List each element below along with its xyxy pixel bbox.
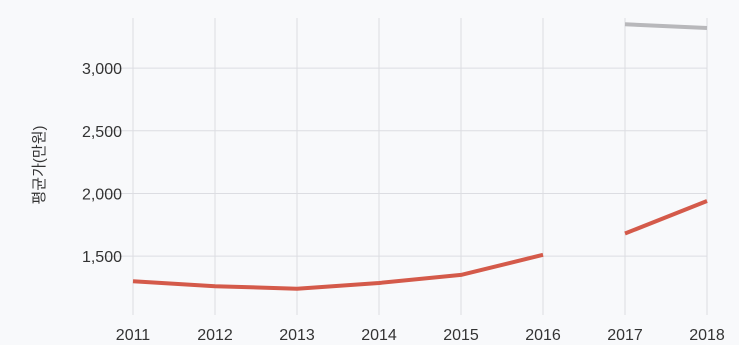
x-tick-label: 2011 <box>116 327 151 344</box>
series-1-line <box>624 199 708 236</box>
grid <box>100 18 708 315</box>
series-2-line <box>624 22 708 30</box>
y-tick-label: 3,000 <box>82 61 122 78</box>
y-tick-label: 2,500 <box>82 124 122 141</box>
series-1-line <box>132 252 544 291</box>
y-axis-ticks: 1,500 2,000 2,500 3,000 <box>82 61 122 266</box>
x-tick-label: 2017 <box>607 327 643 344</box>
x-tick-label: 2014 <box>361 327 397 344</box>
y-tick-label: 1,500 <box>82 249 122 266</box>
x-tick-label: 2012 <box>197 327 233 344</box>
x-tick-label: 2015 <box>443 327 479 344</box>
x-tick-label: 2013 <box>279 327 315 344</box>
series-lines <box>132 22 708 291</box>
x-axis-ticks: 2011 2012 2013 2014 2015 2016 2017 2018 <box>116 327 725 344</box>
y-axis-label: 평균가(만원) <box>31 126 48 205</box>
x-tick-label: 2016 <box>525 327 561 344</box>
y-tick-label: 2,000 <box>82 186 122 203</box>
x-tick-label: 2018 <box>689 327 725 344</box>
